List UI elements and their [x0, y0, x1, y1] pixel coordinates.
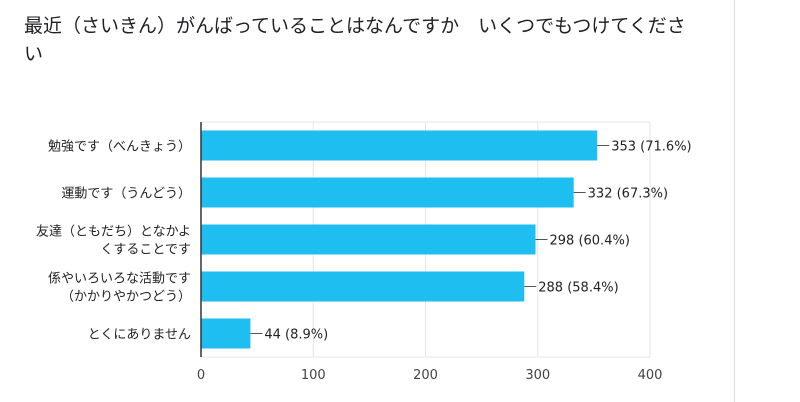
category-label: くすることです	[100, 243, 191, 258]
data-label: 288 (58.4%)	[538, 281, 618, 296]
bars	[201, 130, 598, 349]
data-label: 44 (8.9%)	[264, 328, 328, 343]
bar	[201, 130, 598, 161]
x-tick-label: 0	[197, 368, 205, 383]
axes	[200, 122, 650, 358]
x-tick-label: 300	[525, 368, 550, 383]
bar	[201, 318, 251, 349]
category-label: 係やいろいろな活動です	[48, 272, 191, 287]
category-label: 友達（ともだち）となかよ	[36, 224, 191, 240]
bar	[201, 224, 536, 255]
question-title: 最近（さいきん）がんばっていることはなんですか いくつでもつけてください	[24, 15, 686, 65]
category-label: 勉強です（べんきょう）	[48, 140, 191, 155]
x-tick-label: 100	[301, 368, 326, 383]
x-tick-label: 400	[638, 368, 663, 383]
category-label: 運動です（うんどう）	[61, 187, 191, 202]
category-label: （かかりやかつどう）	[61, 290, 191, 305]
data-label: 298 (60.4%)	[550, 234, 630, 249]
data-label: 353 (71.6%)	[611, 140, 691, 155]
bar	[201, 177, 574, 208]
x-tick-label: 200	[413, 368, 438, 383]
labels: 0 100 200 300 400 353 (71.6%) 勉強です（べんきょう） 332 (…	[36, 140, 692, 384]
panel-divider	[734, 0, 735, 402]
data-label: 332 (67.3%)	[588, 187, 668, 202]
bar	[201, 271, 525, 302]
category-label: とくにありません	[88, 328, 191, 343]
